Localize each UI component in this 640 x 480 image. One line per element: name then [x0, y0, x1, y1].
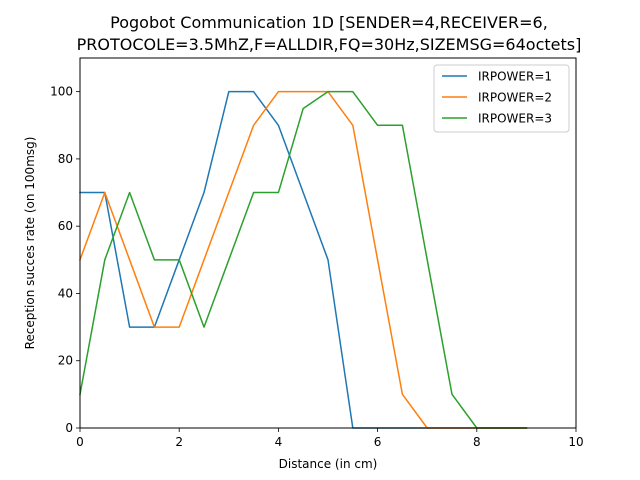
x-tick-label: 10	[568, 435, 583, 449]
y-tick-label: 60	[58, 219, 73, 233]
y-tick-label: 100	[50, 85, 73, 99]
y-axis: 0 20 40 60 80 100	[50, 85, 80, 435]
chart-title-line-2: PROTOCOLE=3.5MhZ,F=ALLDIR,FQ=30Hz,SIZEMS…	[77, 35, 582, 54]
y-tick-label: 80	[58, 152, 73, 166]
legend-label-2: IRPOWER=2	[478, 91, 552, 105]
x-tick-label: 2	[175, 435, 183, 449]
legend: IRPOWER=1 IRPOWER=2 IRPOWER=3	[433, 64, 570, 133]
x-tick-label: 6	[374, 435, 382, 449]
legend-box	[433, 64, 570, 133]
y-tick-label: 40	[58, 286, 73, 300]
y-tick-label: 0	[65, 421, 73, 435]
y-axis-label: Reception succes rate (on 100msg)	[23, 137, 37, 350]
x-axis-label: Distance (in cm)	[279, 457, 378, 471]
legend-label-1: IRPOWER=1	[478, 70, 552, 84]
y-tick-label: 20	[58, 354, 73, 368]
x-tick-label: 8	[473, 435, 481, 449]
chart-title-line-1: Pogobot Communication 1D [SENDER=4,RECEI…	[110, 13, 548, 32]
plot-frame	[79, 57, 577, 429]
x-tick-label: 4	[275, 435, 283, 449]
x-tick-label: 0	[76, 435, 84, 449]
x-axis: 0 2 4 6 8 10	[76, 428, 584, 449]
legend-label-3: IRPOWER=3	[478, 112, 552, 126]
series-line-3	[79, 90, 528, 429]
